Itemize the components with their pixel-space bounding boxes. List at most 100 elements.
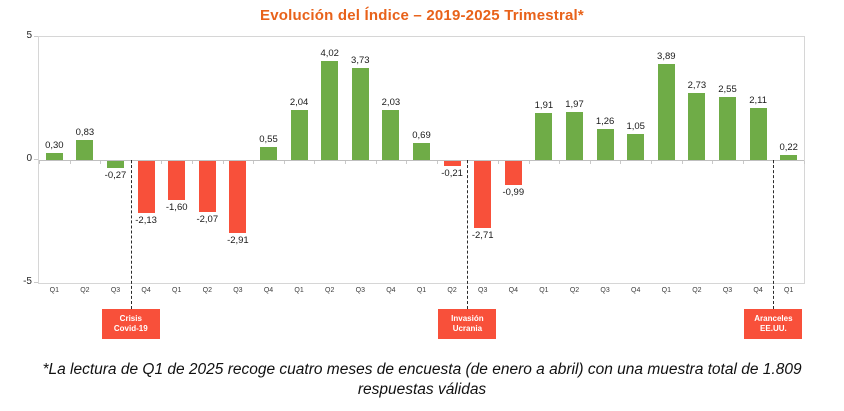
- zero-axis-tick: [436, 161, 438, 164]
- x-axis-label: Q1: [539, 287, 549, 294]
- bar-value-label: 2,73: [687, 79, 707, 91]
- zero-axis-tick: [681, 161, 683, 164]
- x-axis-label: Q2: [447, 287, 457, 294]
- zero-axis-tick: [192, 161, 193, 164]
- zero-axis-tick: [528, 161, 530, 164]
- x-axis-label: Q2: [80, 287, 90, 294]
- bar-value-label: -2,91: [227, 234, 249, 246]
- zero-axis-tick: [314, 161, 316, 164]
- x-axis-label: Q3: [478, 287, 488, 294]
- bar-value-label: 0,55: [259, 133, 278, 145]
- bar-q3-2: [107, 161, 124, 168]
- x-axis-label: Q2: [692, 287, 702, 294]
- bar-q4-11: [382, 110, 400, 160]
- bar-q3-6: [229, 161, 247, 233]
- x-axis-label: Q1: [416, 287, 427, 294]
- bar-q4-19: [627, 134, 645, 160]
- bar-value-label: 1,97: [565, 98, 584, 110]
- x-axis-label: Q3: [233, 287, 243, 294]
- bar-value-label: 2,04: [289, 96, 309, 108]
- bar-value-label: -0,99: [502, 187, 525, 199]
- event-label-line: EE.UU.: [760, 324, 787, 333]
- zero-axis-tick: [651, 161, 652, 164]
- event-dashed-line-aranceles: [773, 160, 775, 309]
- x-axis-label: Q1: [172, 287, 182, 294]
- x-axis-label: Q3: [722, 287, 733, 294]
- bar-value-label: 2,03: [381, 97, 401, 109]
- y-axis-tick-mark: [34, 159, 38, 160]
- bar-q2-5: [198, 161, 216, 212]
- zero-axis-tick: [375, 161, 377, 164]
- bar-q4-3: [137, 161, 155, 214]
- bar-value-label: -0,27: [104, 169, 127, 181]
- y-axis-tick-label-zero: 0: [26, 153, 32, 164]
- bar-q2-17: [566, 111, 583, 160]
- y-axis-tick-mark: [34, 282, 38, 283]
- event-dashed-line-crisis: [130, 160, 132, 309]
- bar-q4-23: [749, 108, 767, 160]
- bar-q1-16: [535, 113, 553, 160]
- bar-q1-24: [780, 154, 798, 160]
- event-label-line: Crisis: [119, 314, 142, 323]
- zero-axis-tick: [742, 161, 744, 164]
- x-axis-label: Q2: [202, 287, 212, 294]
- x-axis-label: Q3: [600, 287, 610, 294]
- x-axis-label: Q4: [263, 287, 274, 294]
- bar-value-label: 3,89: [657, 51, 676, 63]
- event-label-line: Invasión: [451, 314, 484, 323]
- event-dashed-line-invasión: [467, 160, 469, 309]
- bar-q1-0: [45, 152, 63, 160]
- bar-value-label: -2,71: [471, 229, 494, 241]
- bar-value-label: 1,26: [595, 116, 615, 127]
- bar-q2-1: [76, 139, 94, 160]
- event-label-aranceles: Aranceles EE.UU.: [744, 309, 803, 339]
- zero-axis-tick: [39, 161, 40, 164]
- x-axis-label: Q3: [110, 287, 121, 294]
- bar-value-label: 3,73: [351, 55, 370, 67]
- bar-value-label: -0,21: [441, 168, 463, 180]
- x-axis-label: Q1: [784, 287, 794, 294]
- bar-value-label: 0,30: [45, 139, 64, 151]
- event-label-line: Aranceles: [754, 314, 793, 323]
- bar-q3-22: [719, 97, 736, 160]
- bar-q1-12: [413, 143, 430, 160]
- bar-value-label: 4,02: [320, 48, 339, 60]
- bar-value-label: 2,11: [749, 95, 767, 107]
- zero-axis-tick: [222, 161, 224, 164]
- bar-value-label: 2,55: [718, 84, 737, 96]
- x-axis-label: Q4: [631, 287, 641, 294]
- bar-q3-14: [474, 161, 492, 228]
- zero-baseline: [39, 160, 804, 161]
- event-label-invasión: Invasión Ucrania: [438, 309, 497, 339]
- zero-axis-tick: [620, 161, 622, 164]
- bar-q1-20: [657, 64, 675, 160]
- bar-q4-7: [260, 146, 277, 160]
- bar-value-label: 1,91: [534, 100, 554, 111]
- x-axis-label: Q4: [141, 287, 151, 294]
- zero-axis-tick: [589, 161, 591, 164]
- x-axis-label: Q1: [294, 287, 304, 294]
- x-axis-label: Q3: [355, 287, 365, 294]
- event-label-line: Ucrania: [452, 324, 483, 333]
- zero-axis-tick: [161, 161, 163, 164]
- zero-axis-tick: [345, 161, 346, 164]
- zero-axis-tick: [69, 161, 71, 164]
- zero-axis-tick: [804, 161, 805, 164]
- bar-value-label: -1,60: [165, 202, 188, 214]
- chart-title: Evolución del Índice – 2019-2025 Trimest…: [260, 7, 584, 24]
- x-axis-label: Q4: [753, 287, 763, 294]
- zero-axis-tick: [559, 161, 561, 164]
- plot-area: 0,30 0,83 -0,27 -2,13 -1,60 -2,07 -2,91 0,55 2,0…: [38, 36, 805, 339]
- bar-value-label: 0,22: [779, 141, 798, 153]
- bar-q2-9: [321, 61, 339, 160]
- zero-axis-tick: [253, 161, 255, 164]
- bar-q3-10: [351, 68, 369, 160]
- bar-q3-18: [596, 129, 614, 160]
- y-axis-tick-label-bottom: -5: [23, 276, 32, 287]
- zero-axis-tick: [406, 161, 408, 164]
- y-axis-tick-label-top: 5: [26, 30, 32, 41]
- bar-q1-4: [168, 161, 186, 201]
- bar-q4-15: [504, 161, 522, 186]
- bar-q2-13: [443, 161, 461, 167]
